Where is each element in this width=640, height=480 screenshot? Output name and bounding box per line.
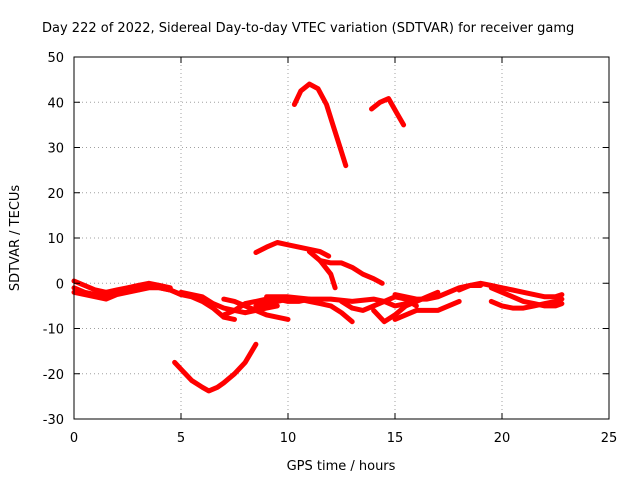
series-arc-22 (369, 96, 407, 128)
series-arc-21 (291, 81, 349, 169)
series-arc-14 (456, 280, 565, 300)
series-arc-2 (71, 278, 173, 295)
y-tick-label: -10 (43, 323, 64, 338)
y-tick-label: 20 (47, 187, 64, 202)
series-arc-3 (71, 287, 141, 302)
x-tick-label: 10 (280, 431, 297, 446)
y-tick-label: -30 (43, 413, 64, 428)
series-arc-20 (317, 258, 385, 286)
y-tick-label: 50 (47, 51, 64, 66)
series-arc-18 (253, 240, 332, 259)
x-tick-label: 20 (494, 431, 511, 446)
x-tick-label: 25 (601, 431, 618, 446)
axis-ticks: 0 5 10 15 20 25 -30 -20 -10 0 10 20 30 40 50 (43, 51, 618, 446)
series-arc-5 (178, 289, 280, 316)
x-tick-label: 15 (387, 431, 404, 446)
series-arc-12 (392, 298, 462, 322)
y-tick-label: 10 (47, 232, 64, 247)
series-arc-17 (172, 341, 259, 394)
x-tick-label: 0 (70, 431, 78, 446)
y-tick-label: 30 (47, 142, 64, 157)
x-tick-label: 5 (177, 431, 185, 446)
y-tick-label: 0 (56, 277, 64, 292)
series-arc-9 (264, 294, 419, 309)
data-series (71, 81, 565, 394)
chart-title: Day 222 of 2022, Sidereal Day-to-day VTE… (42, 21, 574, 36)
y-tick-label: -20 (43, 368, 64, 383)
series-arc-16 (488, 285, 565, 309)
grid-lines (74, 57, 609, 419)
series-arc-19 (306, 249, 338, 291)
series-arc-8 (253, 296, 355, 325)
series-arc-6 (221, 296, 291, 322)
x-axis-label: GPS time / hours (287, 459, 396, 474)
y-tick-label: 40 (47, 96, 64, 111)
y-axis-label: SDTVAR / TECUs (8, 185, 23, 292)
series-arc-15 (488, 296, 565, 311)
